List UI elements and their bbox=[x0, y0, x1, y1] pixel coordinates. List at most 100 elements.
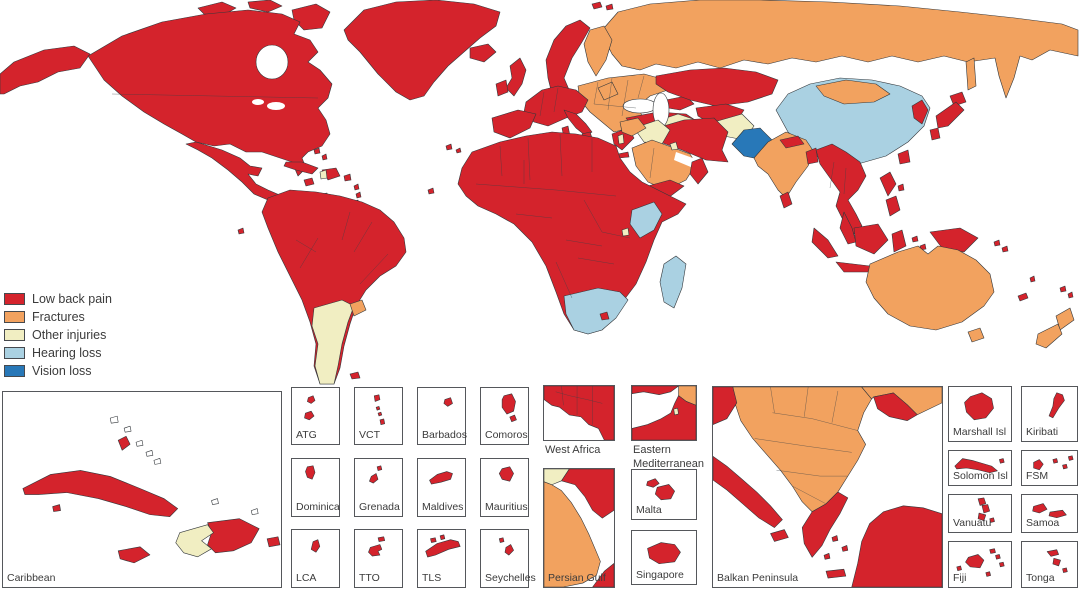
dominican-republic bbox=[207, 518, 260, 554]
vct-map bbox=[373, 394, 386, 425]
legend-label-low-back-pain: Low back pain bbox=[32, 292, 112, 306]
samoa-map bbox=[1032, 503, 1067, 519]
pacific-islands bbox=[1017, 275, 1074, 302]
inset-solomon-isl: Solomon Isl bbox=[948, 450, 1012, 486]
region-uruguay bbox=[349, 299, 367, 317]
isla-juventud bbox=[52, 504, 61, 512]
inset-label-maldives: Maldives bbox=[422, 501, 464, 514]
inset-vct: VCT bbox=[354, 387, 403, 445]
region-ireland bbox=[495, 79, 509, 97]
tto-map bbox=[368, 536, 386, 557]
inset-atg: ATG bbox=[291, 387, 340, 445]
region-south-africa bbox=[563, 287, 629, 335]
bahamas-islands bbox=[109, 415, 259, 515]
legend-label-fractures: Fractures bbox=[32, 310, 85, 324]
region-new-zealand bbox=[1035, 307, 1075, 349]
region-haiti bbox=[319, 169, 328, 180]
inset-vanuatu: Vanuatu bbox=[948, 494, 1012, 533]
balkan-sicily bbox=[770, 529, 789, 542]
balkan-italy bbox=[713, 456, 783, 528]
marshall-map bbox=[964, 392, 994, 421]
inset-label-mauritius: Mauritius bbox=[485, 501, 528, 514]
inset-fsm: FSM bbox=[1021, 450, 1078, 486]
legend-label-vision-loss: Vision loss bbox=[32, 364, 92, 378]
region-korea bbox=[911, 99, 929, 125]
mauritius-map bbox=[498, 466, 514, 482]
region-kenya bbox=[629, 201, 663, 239]
inset-label-fiji: Fiji bbox=[953, 572, 967, 585]
black-sea bbox=[622, 98, 658, 114]
region-iceland bbox=[469, 43, 497, 63]
region-kazakhstan bbox=[655, 67, 779, 107]
legend-label-other-injuries: Other injuries bbox=[32, 328, 107, 342]
region-greenland bbox=[343, 0, 501, 101]
world-map bbox=[0, 0, 1079, 385]
region-baltics bbox=[597, 81, 619, 101]
inset-tls: TLS bbox=[417, 529, 466, 588]
legend-swatch-fractures bbox=[4, 311, 25, 323]
maldives-map bbox=[429, 471, 453, 485]
region-alaska bbox=[0, 45, 91, 95]
caribbean-map bbox=[22, 415, 281, 564]
balkan-moldova bbox=[873, 392, 918, 421]
region-svalbard bbox=[591, 1, 614, 11]
balkan-turkey bbox=[851, 505, 942, 587]
inset-label-fsm: FSM bbox=[1026, 470, 1049, 483]
fiji-map bbox=[956, 548, 1005, 577]
fsm-map bbox=[1033, 455, 1074, 471]
inset-label-vct: VCT bbox=[359, 429, 380, 442]
legend-item-other-injuries: Other injuries bbox=[4, 328, 112, 342]
inset-barbados: Barbados bbox=[417, 387, 467, 445]
inset-persian-gulf: Persian Gulf bbox=[543, 468, 615, 588]
legend-item-hearing-loss: Hearing loss bbox=[4, 346, 112, 360]
region-kuwait bbox=[669, 141, 679, 151]
region-syria-jordan bbox=[619, 117, 647, 137]
inset-dominica: Dominica bbox=[291, 458, 340, 517]
inset-label-persian-gulf: Persian Gulf bbox=[548, 572, 606, 585]
south-america-islands bbox=[237, 227, 361, 380]
great-lakes-2 bbox=[252, 99, 264, 105]
inset-eastern-mediterranean bbox=[631, 385, 697, 441]
lca-map bbox=[310, 539, 321, 553]
kiribati-map bbox=[1048, 392, 1065, 419]
inset-label-balkan: Balkan Peninsula bbox=[717, 572, 799, 585]
inset-label-tto: TTO bbox=[359, 572, 380, 585]
cuba bbox=[22, 470, 179, 517]
inset-balkan-peninsula: Balkan Peninsula bbox=[712, 386, 943, 588]
region-india bbox=[753, 131, 815, 199]
legend-swatch-hearing-loss bbox=[4, 347, 25, 359]
inset-label-malta: Malta bbox=[636, 504, 662, 517]
inset-tonga: Tonga bbox=[1021, 541, 1078, 588]
region-caribbean-islands bbox=[283, 147, 362, 207]
inset-mauritius: Mauritius bbox=[480, 458, 529, 517]
region-finland bbox=[583, 25, 613, 77]
region-nepal bbox=[779, 135, 805, 149]
persian-gulf-map bbox=[544, 469, 614, 587]
region-israel bbox=[617, 133, 625, 145]
inset-seychelles: Seychelles bbox=[480, 529, 536, 588]
inset-caribbean: Caribbean bbox=[2, 391, 282, 588]
region-lesotho bbox=[599, 311, 610, 321]
region-east-africa-speck bbox=[621, 227, 630, 237]
inset-fiji: Fiji bbox=[948, 541, 1012, 588]
region-japan bbox=[929, 91, 967, 141]
region-philippines bbox=[879, 171, 905, 217]
haiti bbox=[175, 524, 214, 558]
atlantic-islands bbox=[427, 143, 462, 195]
inset-label-lca: LCA bbox=[296, 572, 317, 585]
barbados-map bbox=[443, 397, 453, 407]
region-south-america bbox=[261, 189, 407, 385]
inset-malta: Malta bbox=[631, 469, 697, 520]
inset-label-solomon: Solomon Isl bbox=[953, 470, 1008, 483]
region-sri-lanka bbox=[779, 191, 793, 209]
region-argentina bbox=[311, 299, 355, 385]
region-madagascar bbox=[659, 255, 687, 309]
hudson-bay bbox=[255, 44, 289, 80]
seychelles-map bbox=[498, 537, 514, 556]
inset-tto: TTO bbox=[354, 529, 403, 588]
legend: Low back pain Fractures Other injuries H… bbox=[4, 292, 112, 382]
inset-label-marshall: Marshall Isl bbox=[953, 426, 1007, 439]
balkan-map bbox=[713, 387, 942, 587]
inset-grenada: Grenada bbox=[354, 458, 403, 517]
